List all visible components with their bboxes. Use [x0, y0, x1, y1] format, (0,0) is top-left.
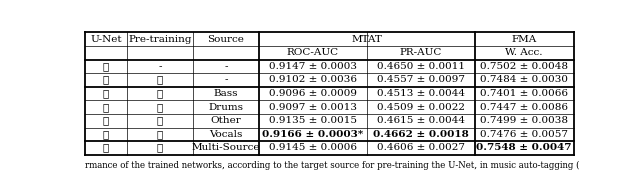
- Text: 0.9102 ± 0.0036: 0.9102 ± 0.0036: [269, 76, 356, 84]
- Text: 0.4509 ± 0.0022: 0.4509 ± 0.0022: [377, 103, 465, 112]
- Text: ✓: ✓: [157, 143, 163, 153]
- Text: Vocals: Vocals: [209, 130, 243, 139]
- Text: Other: Other: [211, 116, 241, 125]
- Text: ✓: ✓: [103, 130, 109, 139]
- Text: ✓: ✓: [103, 143, 109, 153]
- Text: ✓: ✓: [157, 89, 163, 98]
- Text: 0.4662 ± 0.0018: 0.4662 ± 0.0018: [372, 130, 468, 139]
- Text: Drums: Drums: [209, 103, 243, 112]
- Text: 0.4615 ± 0.0044: 0.4615 ± 0.0044: [377, 116, 465, 125]
- Text: ✗: ✗: [103, 62, 109, 71]
- Text: -: -: [158, 62, 162, 71]
- Text: FMA: FMA: [511, 35, 537, 44]
- Text: -: -: [224, 62, 228, 71]
- Text: PR-AUC: PR-AUC: [399, 48, 442, 57]
- Text: Multi-Source: Multi-Source: [191, 143, 260, 153]
- Text: 0.9096 ± 0.0009: 0.9096 ± 0.0009: [269, 89, 356, 98]
- Text: ✓: ✓: [103, 89, 109, 98]
- Text: 0.4513 ± 0.0044: 0.4513 ± 0.0044: [377, 89, 465, 98]
- Text: 0.7401 ± 0.0066: 0.7401 ± 0.0066: [480, 89, 568, 98]
- Text: Pre-training: Pre-training: [128, 35, 191, 44]
- Text: ✓: ✓: [157, 116, 163, 125]
- Text: 0.9147 ± 0.0003: 0.9147 ± 0.0003: [269, 62, 356, 71]
- Text: ✓: ✓: [157, 130, 163, 139]
- Text: 0.7502 ± 0.0048: 0.7502 ± 0.0048: [480, 62, 568, 71]
- Text: ✗: ✗: [157, 76, 163, 84]
- Text: 0.7476 ± 0.0057: 0.7476 ± 0.0057: [480, 130, 568, 139]
- Text: ✓: ✓: [103, 76, 109, 84]
- Text: W. Acc.: W. Acc.: [506, 48, 543, 57]
- Text: -: -: [224, 76, 228, 84]
- Text: 0.9135 ± 0.0015: 0.9135 ± 0.0015: [269, 116, 356, 125]
- Text: 0.9145 ± 0.0006: 0.9145 ± 0.0006: [269, 143, 356, 153]
- Text: 0.4606 ± 0.0027: 0.4606 ± 0.0027: [377, 143, 465, 153]
- Text: ✓: ✓: [103, 116, 109, 125]
- Text: Bass: Bass: [214, 89, 238, 98]
- Text: 0.7484 ± 0.0030: 0.7484 ± 0.0030: [480, 76, 568, 84]
- Text: 0.9166 ± 0.0003*: 0.9166 ± 0.0003*: [262, 130, 364, 139]
- Text: 0.7499 ± 0.0038: 0.7499 ± 0.0038: [480, 116, 568, 125]
- Text: ROC-AUC: ROC-AUC: [287, 48, 339, 57]
- Text: 0.9097 ± 0.0013: 0.9097 ± 0.0013: [269, 103, 356, 112]
- Text: 0.4650 ± 0.0011: 0.4650 ± 0.0011: [377, 62, 465, 71]
- Text: U-Net: U-Net: [90, 35, 122, 44]
- Text: rmance of the trained networks, according to the target source for pre-training : rmance of the trained networks, accordin…: [85, 161, 579, 170]
- Text: 0.7447 ± 0.0086: 0.7447 ± 0.0086: [480, 103, 568, 112]
- Text: ✓: ✓: [157, 103, 163, 112]
- Text: ✓: ✓: [103, 103, 109, 112]
- Text: Source: Source: [207, 35, 244, 44]
- Text: 0.4557 ± 0.0097: 0.4557 ± 0.0097: [377, 76, 465, 84]
- Text: 0.7548 ± 0.0047: 0.7548 ± 0.0047: [476, 143, 572, 153]
- Text: MTAT: MTAT: [351, 35, 382, 44]
